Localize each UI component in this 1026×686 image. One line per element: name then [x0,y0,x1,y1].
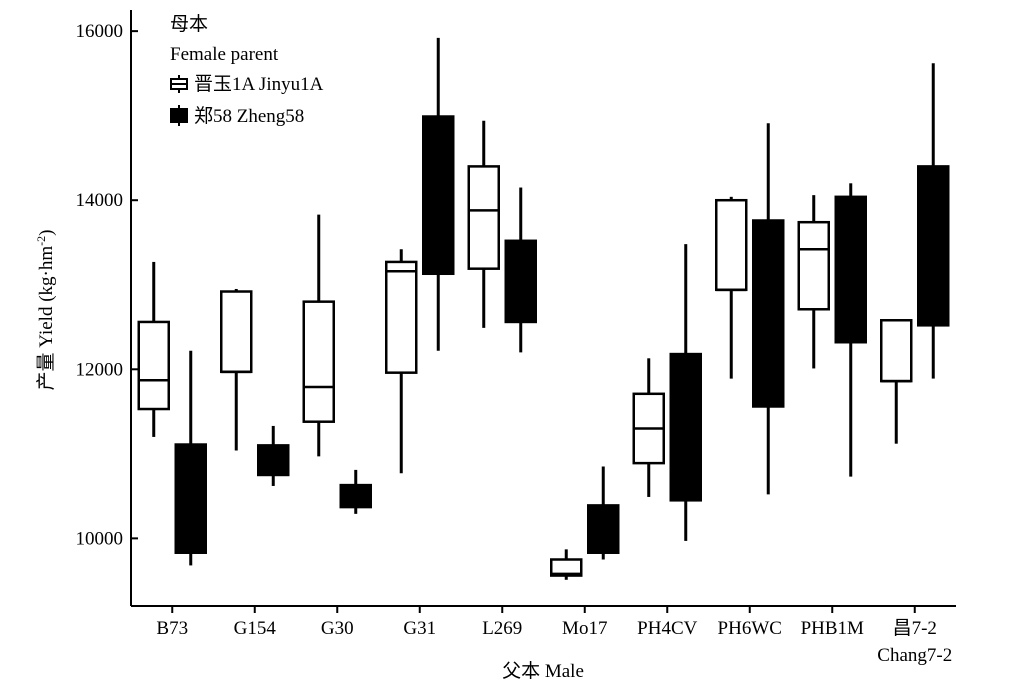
x-tick-label: Mo17 [562,618,607,639]
svg-text:产量 Yield (kg·hm-2): 产量 Yield (kg·hm-2) [34,230,57,391]
box-body [220,290,253,374]
y-tick-label: 14000 [76,190,124,211]
x-tick-label: G31 [403,618,436,639]
box-body [385,260,418,374]
y-tick-label: 12000 [76,359,124,380]
box-jinyu1a-昌7-2 [880,319,913,444]
box-body [467,165,500,270]
box-zheng58-Mo17 [587,466,620,560]
legend-item-jinyu1a: 晋玉1A Jinyu1A [170,74,324,95]
y-axis-label-superscript: -2 [34,236,48,246]
box-body [302,300,335,423]
y-axis-label-main: 产量 Yield (kg·hm [35,246,57,391]
box-zheng58-昌7-2 [917,63,950,379]
box-jinyu1a-G31 [385,249,418,474]
box-zheng58-G154 [257,425,290,486]
legend-swatch-filled [170,108,188,123]
x-tick-label: PH6WC [718,618,782,639]
boxes [137,37,950,580]
y-tick-label: 10000 [76,528,124,549]
axes [130,10,956,607]
box-body [797,220,830,311]
box-jinyu1a-B73 [137,261,170,437]
box-zheng58-L269 [504,187,537,353]
box-body [880,319,913,383]
box-zheng58-G31 [422,37,455,351]
legend-item-zheng58: 郑58 Zheng58 [170,105,304,127]
box-zheng58-PH4CV [669,244,702,541]
x-tick-label: PHB1M [801,618,864,639]
y-ticks: 10000 12000 14000 16000 [76,21,138,549]
x-axis-label: 父本 Male [502,660,584,682]
box-zheng58-B73 [174,350,207,566]
x-tick-label-secondary: Chang7-2 [877,645,952,666]
box-jinyu1a-PH4CV [632,358,665,497]
legend-title-cn: 母本 [170,13,208,35]
x-tick-label: PH4CV [637,618,697,639]
y-axis-label-close: ) [36,230,57,236]
x-tick-label: G30 [321,618,354,639]
legend-label-jinyu1a: 晋玉1A Jinyu1A [194,74,324,95]
box-zheng58-G30 [339,469,372,514]
box-jinyu1a-L269 [467,120,500,328]
box-zheng58-PH6WC [752,123,785,495]
x-tick-label: 昌7-2 [893,618,937,639]
legend: 母本 Female parent 晋玉1A Jinyu1A 郑58 Zheng5… [170,13,324,127]
box-jinyu1a-Mo17 [550,549,583,580]
x-ticks: B73 G154 G30 G31 L269 Mo17 PH4CV PH6WC PHB1M 昌7-2… [156,606,952,666]
legend-label-zheng58: 郑58 Zheng58 [194,105,304,127]
legend-title-en: Female parent [170,44,279,65]
x-tick-label: L269 [482,618,522,639]
x-tick-label: B73 [156,618,188,639]
box-jinyu1a-PHB1M [797,195,830,369]
box-jinyu1a-G30 [302,214,335,457]
box-body [550,558,583,577]
y-axis-label: 产量 Yield (kg·hm-2) [34,230,57,391]
box-jinyu1a-G154 [220,288,253,451]
y-tick-label: 16000 [76,21,124,42]
box-jinyu1a-PH6WC [715,196,748,379]
box-body [137,320,170,411]
box-body [715,198,748,292]
box-zheng58-PHB1M [834,183,867,477]
x-tick-label: G154 [234,618,277,639]
